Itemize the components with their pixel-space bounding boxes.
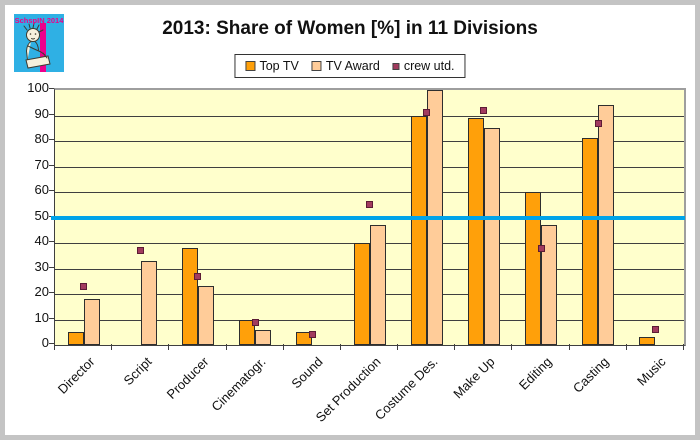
crew-utd-swatch-icon: [392, 62, 400, 70]
top-tv-swatch-icon: [245, 61, 256, 71]
gridline-70: [55, 166, 684, 168]
legend-item-crew-utd: crew utd.: [392, 59, 455, 73]
y-tick-40: [49, 241, 54, 242]
crew-utd-marker-sound: [308, 331, 316, 339]
y-tick-label-100: 100: [27, 80, 49, 95]
x-tick-3: [225, 344, 227, 350]
logo-stripe: [40, 23, 46, 72]
bar-tv-award-casting: [598, 105, 615, 345]
y-tick-90: [49, 113, 54, 115]
y-tick-0: [49, 343, 54, 344]
crew-utd-marker-make-up: [480, 106, 488, 114]
x-tick-7: [454, 344, 456, 350]
crew-utd-marker-editing: [537, 244, 545, 252]
gridline-60: [55, 192, 684, 193]
crew-utd-marker-cinematogr-: [251, 318, 259, 326]
bar-tv-award-cinematogr-: [255, 329, 272, 345]
bar-top-tv-casting: [582, 138, 599, 345]
y-tick-100: [49, 88, 54, 89]
y-tick-label-80: 80: [34, 131, 49, 146]
y-tick-label-30: 30: [34, 258, 49, 274]
legend-item-tv-award: TV Award: [311, 59, 380, 73]
crew-utd-marker-set-production: [366, 201, 373, 209]
x-tick-10: [625, 344, 627, 350]
y-tick-label-60: 60: [34, 182, 49, 197]
y-tick-80: [49, 139, 54, 140]
y-tick-label-90: 90: [34, 105, 49, 121]
schspin-logo: SchspIN 2014: [14, 14, 64, 72]
plot-area: [51, 88, 686, 346]
bar-tv-award-director: [83, 299, 100, 345]
y-tick-30: [49, 266, 54, 268]
gridline-90: [55, 115, 684, 117]
tv-award-swatch-icon: [311, 61, 322, 71]
y-tick-10: [49, 317, 54, 319]
y-tick-label-0: 0: [41, 335, 49, 350]
legend-label-top-tv: Top TV: [259, 59, 299, 73]
x-tick-4: [282, 344, 284, 350]
gridline-80: [55, 141, 684, 142]
bar-top-tv-sound: [296, 332, 313, 345]
bar-top-tv-cinematogr-: [239, 319, 256, 345]
crew-utd-marker-casting: [594, 119, 602, 127]
logo-figure-drawing: [23, 22, 51, 69]
x-tick-2: [168, 344, 170, 350]
y-tick-60: [49, 190, 54, 191]
bar-tv-award-set-production: [369, 225, 386, 345]
x-tick-8: [511, 344, 513, 350]
crew-utd-marker-music: [651, 326, 659, 334]
bar-top-tv-editing: [525, 192, 542, 345]
bar-top-tv-make-up: [467, 118, 484, 345]
y-tick-20: [49, 292, 54, 293]
y-tick-label-20: 20: [34, 284, 49, 299]
legend-label-tv-award: TV Award: [325, 59, 380, 73]
bar-tv-award-editing: [541, 225, 558, 345]
x-tick-1: [111, 344, 113, 350]
x-tick-5: [339, 344, 341, 350]
y-tick-label-50: 50: [34, 207, 49, 223]
chart-title: 2013: Share of Women [%] in 11 Divisions: [162, 18, 538, 39]
bar-top-tv-producer: [181, 248, 198, 345]
x-axis-label-music: Music: [634, 354, 670, 389]
bar-top-tv-costume-des-: [410, 115, 427, 345]
crew-utd-marker-costume-des-: [423, 109, 431, 117]
y-tick-label-10: 10: [34, 309, 49, 325]
y-tick-label-40: 40: [34, 233, 49, 248]
crew-utd-marker-director: [80, 282, 88, 290]
fifty-percent-reference-line: [51, 215, 685, 220]
crew-utd-marker-script: [137, 247, 145, 255]
y-tick-label-70: 70: [34, 156, 49, 172]
y-tick-70: [49, 164, 54, 166]
x-tick-9: [568, 344, 570, 350]
bar-top-tv-director: [67, 332, 84, 345]
logo-text: SchspIN 2014: [14, 16, 64, 25]
bar-tv-award-producer: [197, 286, 214, 345]
legend: Top TV TV Award crew utd.: [234, 54, 466, 78]
legend-item-top-tv: Top TV: [245, 59, 299, 73]
bar-tv-award-script: [140, 260, 157, 345]
legend-label-crew-utd: crew utd.: [403, 59, 455, 73]
bar-tv-award-make-up: [483, 128, 500, 345]
bar-top-tv-music: [639, 337, 656, 345]
x-tick-0: [54, 344, 55, 350]
bar-top-tv-set-production: [353, 243, 370, 345]
x-tick-11: [683, 344, 684, 350]
crew-utd-marker-producer: [194, 272, 202, 280]
x-tick-6: [397, 344, 399, 350]
